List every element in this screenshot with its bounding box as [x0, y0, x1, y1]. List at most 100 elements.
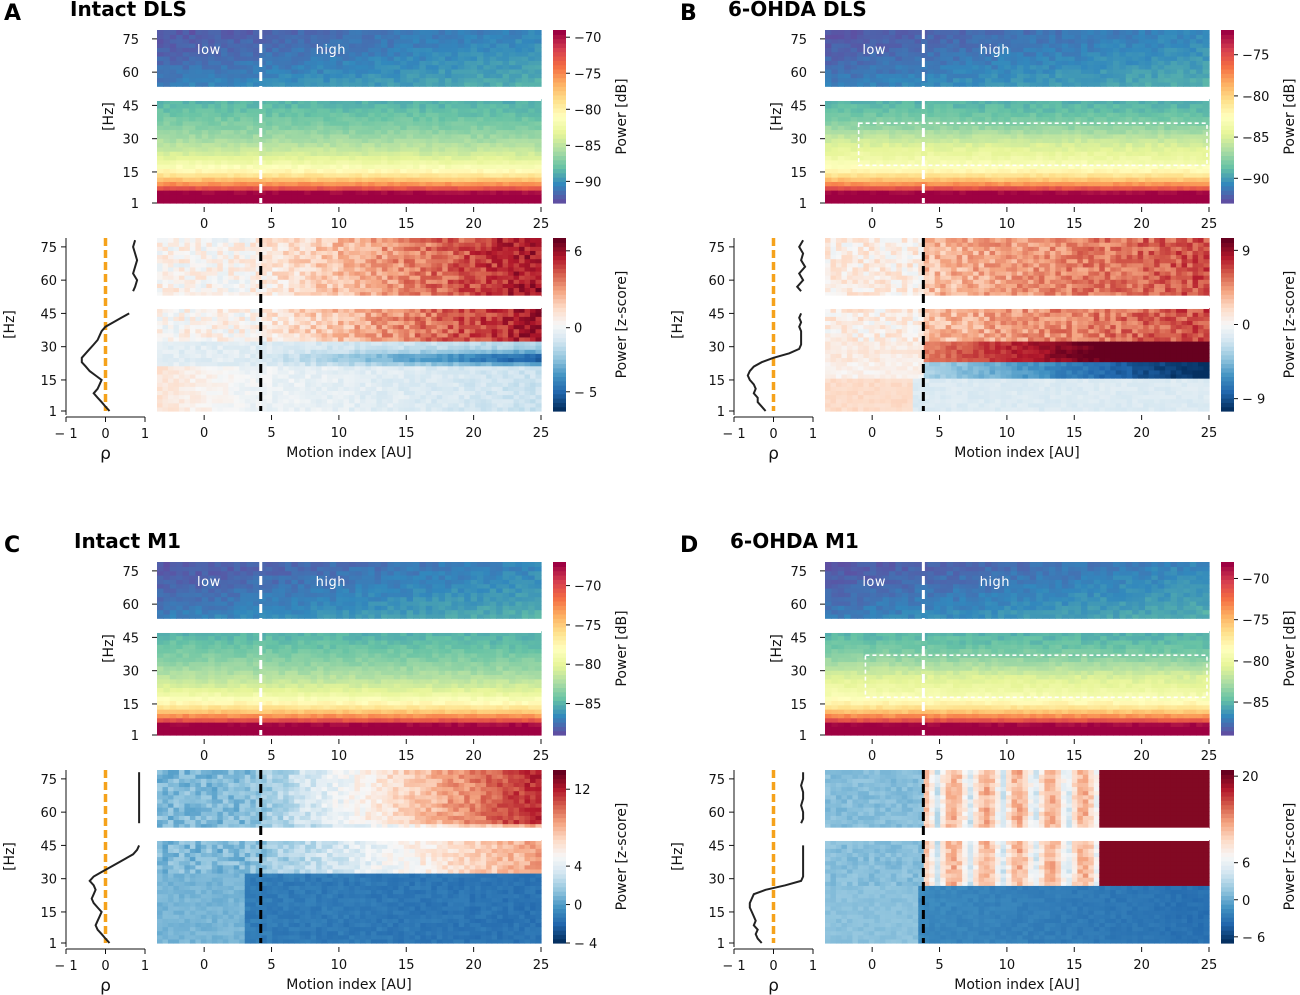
spectrogram-cell	[368, 55, 376, 61]
spectrogram-cell	[214, 181, 222, 187]
zscore-cell	[283, 340, 290, 346]
zscore-cell	[453, 254, 460, 260]
spectrogram-cell	[227, 68, 235, 74]
zscore-cell	[266, 287, 273, 293]
zscore-cell	[519, 394, 526, 400]
spectrogram-cell	[451, 51, 459, 57]
spectrogram-cell	[432, 99, 440, 105]
zscore-cell	[387, 246, 394, 251]
spectrogram-cell	[201, 151, 209, 157]
zscore-cell	[266, 357, 273, 363]
zscore-cell	[464, 287, 471, 293]
spectrogram-cell	[208, 30, 216, 35]
zscore-cell	[327, 390, 334, 396]
zscore-cell	[157, 279, 164, 284]
zscore-cell	[453, 238, 460, 243]
spectrogram-cell	[534, 194, 542, 200]
spectrogram-cell	[214, 151, 222, 157]
zscore-cell	[277, 266, 284, 272]
zscore-cell	[272, 250, 279, 256]
zscore-cell	[294, 340, 301, 346]
spectrogram-cell	[521, 129, 529, 135]
zscore-cell	[513, 324, 520, 330]
zscore-cell	[338, 283, 345, 289]
zscore-cell	[387, 382, 394, 387]
spectrogram-cell	[163, 125, 171, 131]
zscore-cell	[354, 308, 361, 313]
zscore-cell	[403, 308, 410, 313]
zscore-cell	[206, 353, 213, 359]
spectrogram-cell	[195, 151, 203, 157]
zscore-cell	[398, 262, 405, 268]
spectrogram-cell	[393, 30, 401, 35]
zscore-cell	[184, 382, 191, 387]
zscore-cell	[277, 345, 284, 350]
spectrogram-cell	[413, 120, 420, 126]
zscore-cell	[338, 349, 345, 354]
zscore-cell	[370, 250, 378, 256]
spectrogram-cell	[419, 68, 427, 74]
zscore-cell	[211, 246, 218, 251]
zscore-cell	[442, 390, 449, 396]
zscore-cell	[157, 369, 164, 375]
spectrogram-cell	[515, 198, 523, 204]
spectrogram-cell	[182, 177, 190, 182]
zscore-cell	[217, 345, 224, 350]
spectrogram-cell	[457, 103, 465, 109]
spectrogram-cell	[265, 38, 273, 44]
spectrogram-cell	[406, 42, 414, 48]
zscore-cell	[409, 324, 416, 330]
spectrogram-cell	[285, 34, 292, 40]
spectrogram-cell	[393, 198, 401, 204]
zscore-cell	[491, 361, 498, 367]
zscore-cell	[332, 287, 339, 293]
spectrogram-cell	[291, 194, 299, 200]
spectrogram-cell	[502, 129, 510, 135]
spectrogram-cell	[374, 30, 382, 35]
zscore-cell	[414, 394, 421, 400]
zscore-cell	[195, 402, 202, 408]
zscore-cell	[354, 382, 361, 387]
spectrogram-cell	[317, 99, 324, 105]
zscore-cell	[310, 316, 317, 321]
spectrogram-cell	[310, 112, 318, 118]
spectrogram-cell	[419, 159, 427, 165]
spectrogram-cell	[157, 125, 164, 131]
spectrogram-cell	[157, 133, 164, 139]
spectrogram-cell	[349, 112, 356, 118]
spectrogram-cell	[221, 116, 228, 122]
zscore-cell	[250, 365, 257, 371]
zscore-cell	[327, 382, 334, 387]
zscore-cell	[338, 394, 345, 400]
spectrogram-cell	[304, 42, 312, 48]
spectrogram-cell	[438, 107, 446, 113]
spectrogram-cell	[349, 103, 356, 109]
zscore-cell	[200, 291, 207, 297]
spectrogram-cell	[451, 81, 459, 87]
zscore-cell	[272, 238, 279, 243]
spectrogram-cell	[240, 51, 248, 57]
zscore-cell	[381, 361, 388, 367]
spectrogram-cell	[477, 73, 484, 79]
spectrogram-cell	[169, 112, 177, 118]
zscore-cell	[288, 336, 295, 342]
spectrogram-cell	[432, 146, 440, 152]
zscore-cell	[464, 365, 471, 371]
zscore-cell	[475, 275, 482, 280]
spectrogram-cell	[169, 38, 177, 44]
spectrogram-cell	[189, 107, 196, 113]
zscore-cell	[464, 320, 471, 326]
zscore-cell	[519, 254, 526, 260]
zscore-cell	[447, 406, 454, 412]
zscore-cell	[524, 266, 531, 272]
spectrogram-cell	[393, 172, 401, 178]
zscore-cell	[392, 406, 399, 412]
zscore-cell	[420, 291, 427, 297]
zscore-cell	[381, 308, 388, 313]
spectrogram-cell	[208, 159, 216, 165]
zscore-cell	[200, 324, 207, 330]
zscore-cell	[255, 279, 262, 284]
zscore-cell	[458, 394, 465, 400]
zscore-cell	[200, 328, 207, 334]
spectrogram-cell	[438, 181, 446, 187]
